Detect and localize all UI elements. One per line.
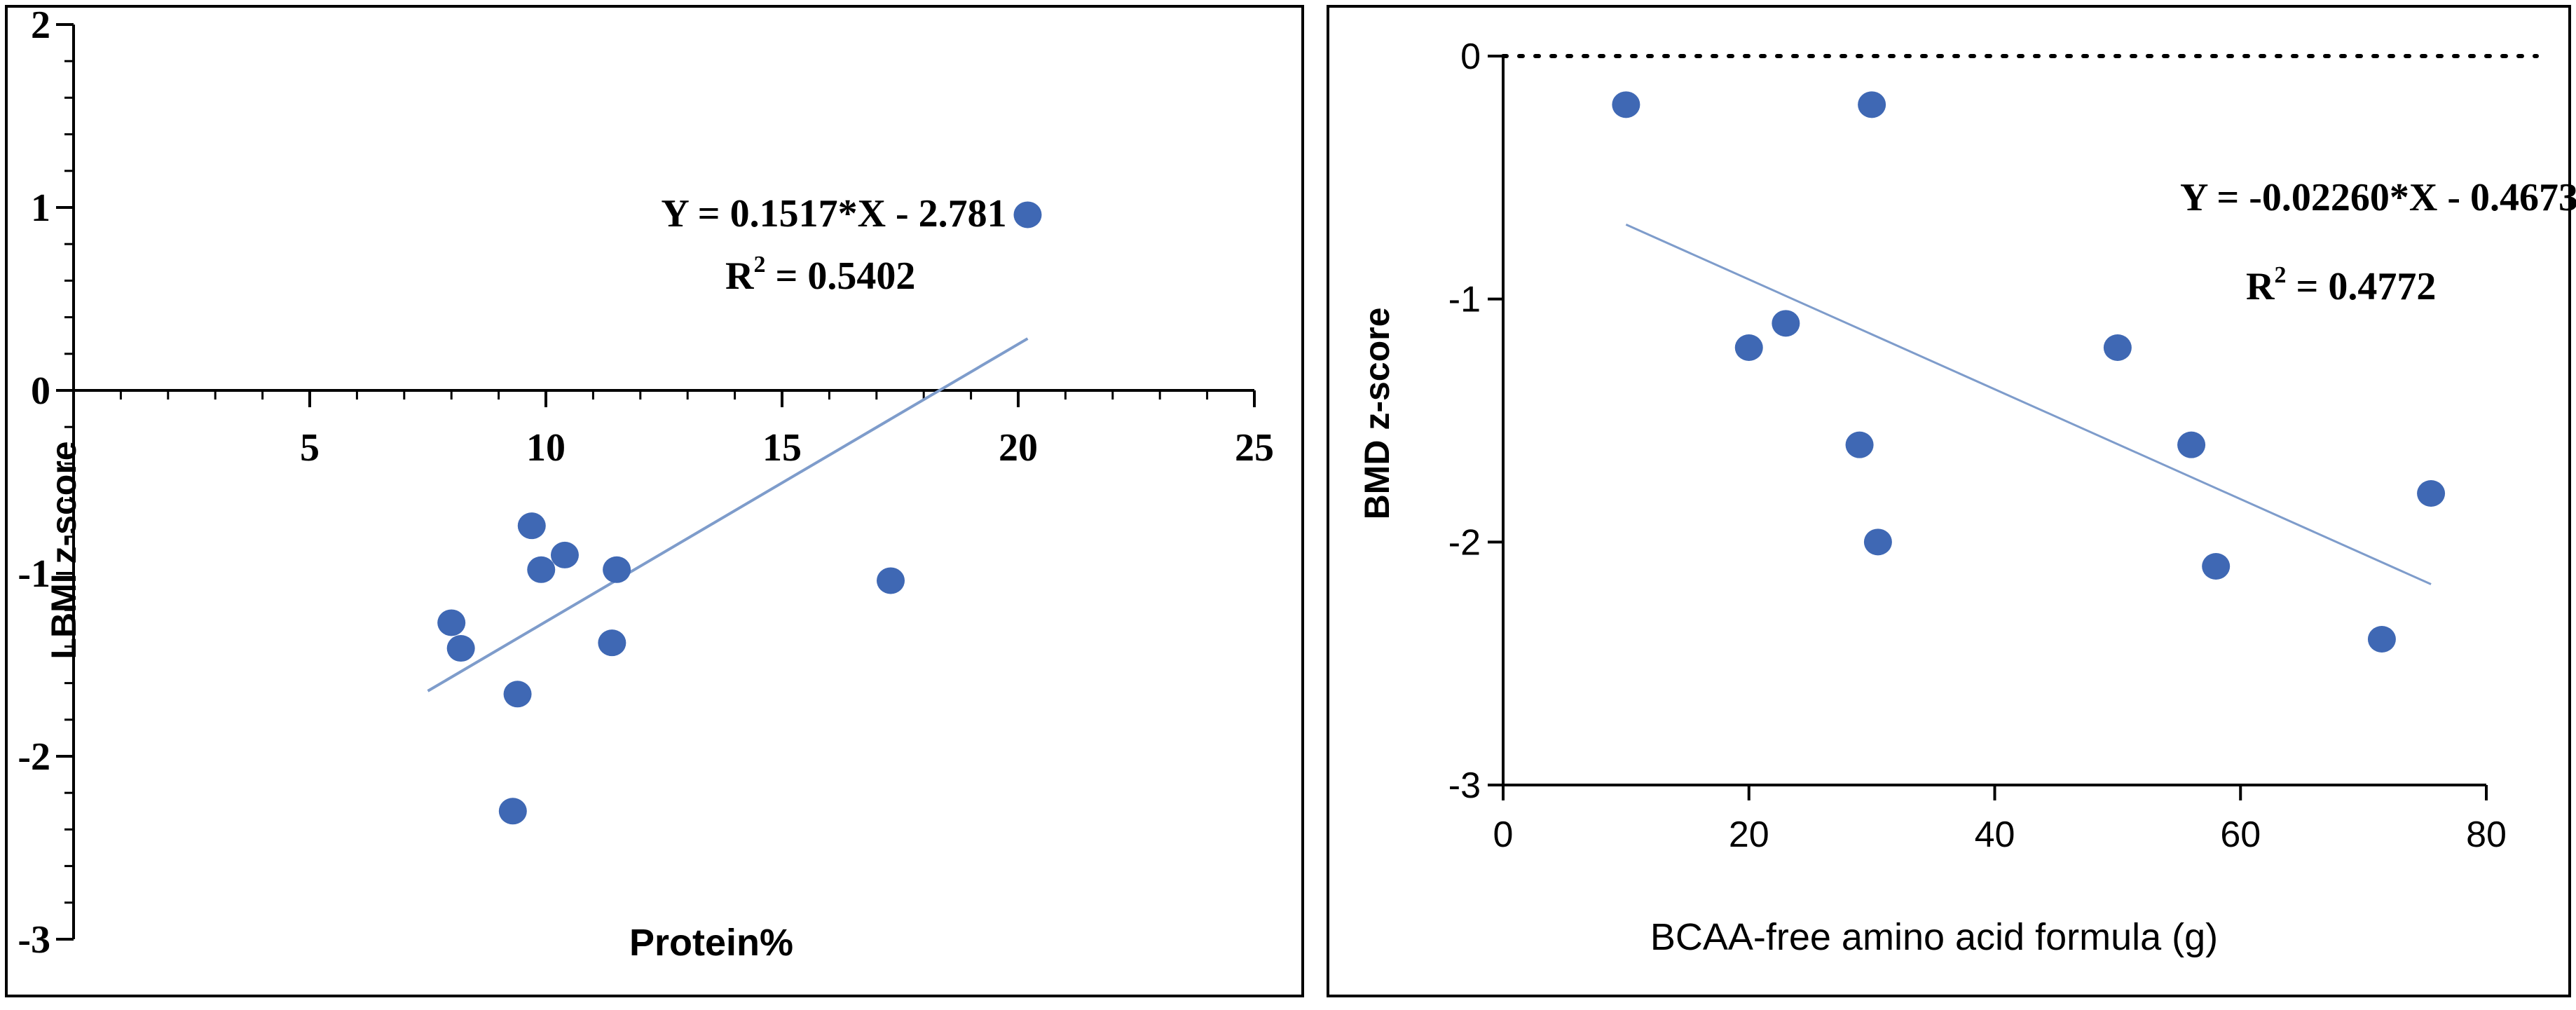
lbmi-data-point (527, 556, 556, 583)
lbmi-data-point (437, 609, 466, 636)
lbmi-r-squared: R2 = 0.5402 (725, 252, 915, 298)
bmd-tick-labels: -3 -2 -1 0 0 20 40 60 80 (1448, 36, 2507, 855)
bmd-data-point (2103, 334, 2132, 361)
bmd-y-tick-label: -2 (1448, 522, 1481, 563)
lbmi-ticks (56, 23, 1256, 941)
lbmi-y-tick-label: 1 (31, 186, 50, 230)
lbmi-data-point (598, 629, 626, 657)
bmd-data-point (2367, 626, 2396, 653)
lbmi-fit-line (427, 337, 1029, 692)
bmd-fit-line-group (1625, 223, 2432, 585)
bmd-chart: -3 -2 -1 0 0 20 40 60 80 BMD z-score BCAA-free a… (1357, 36, 2576, 958)
bmd-y-tick-label: -1 (1448, 280, 1481, 320)
bmd-points (1612, 91, 2446, 653)
lbmi-r-sup: 2 (753, 252, 765, 278)
bmd-equation: Y = -0.02260*X - 0.4673 (2180, 176, 2576, 219)
lbmi-r-label: R (725, 254, 754, 298)
bmd-x-tick-label: 40 (1975, 814, 2015, 855)
bmd-x-tick-label: 60 (2220, 814, 2261, 855)
bmd-data-point (2202, 553, 2231, 580)
bmd-ticks (1488, 55, 2488, 800)
lbmi-x-tick-label: 20 (999, 426, 1038, 470)
lbmi-fit-line-group (427, 337, 1029, 692)
lbmi-data-point (603, 556, 631, 583)
lbmi-y-tick-label: -2 (18, 735, 50, 779)
bmd-data-point (1845, 431, 1874, 458)
lbmi-data-point (446, 635, 475, 662)
bmd-x-tick-label: 20 (1729, 814, 1769, 855)
left-panel-frame (5, 5, 1304, 997)
lbmi-data-point (517, 512, 546, 540)
lbmi-points (437, 201, 1042, 825)
bmd-data-point (2177, 431, 2206, 458)
bmd-data-point (1612, 91, 1640, 118)
bmd-data-point (1734, 334, 1763, 361)
lbmi-data-point (503, 681, 532, 708)
bmd-r-squared: R2 = 0.4772 (2246, 262, 2436, 308)
bmd-y-tick-label: -3 (1448, 765, 1481, 806)
bmd-r-sup: 2 (2274, 262, 2286, 288)
lbmi-data-point (877, 567, 905, 594)
bmd-data-point (1772, 310, 1800, 337)
lbmi-axes (72, 25, 1254, 939)
lbmi-data-point (498, 798, 527, 825)
bmd-y-axis-label: BMD z-score (1357, 308, 1397, 520)
lbmi-x-tick-label: 10 (526, 426, 566, 470)
bmd-x-tick-label: 80 (2466, 814, 2507, 855)
lbmi-data-point (550, 541, 579, 568)
lbmi-r-value: = 0.5402 (765, 254, 915, 298)
lbmi-y-tick-label: 2 (31, 4, 50, 47)
lbmi-y-tick-label: -3 (18, 918, 50, 962)
bmd-axes (1501, 54, 2539, 786)
bmd-data-point (2417, 480, 2446, 507)
lbmi-x-axis-label: Protein% (629, 922, 793, 964)
bmd-r-value: = 0.4772 (2286, 265, 2436, 308)
lbmi-x-tick-label: 15 (762, 426, 802, 470)
bmd-y-tick-label: 0 (1460, 36, 1481, 77)
lbmi-equation: Y = 0.1517*X - 2.781 (661, 192, 1006, 236)
bmd-data-point (1863, 528, 1892, 556)
lbmi-x-tick-label: 5 (300, 426, 320, 470)
right-panel-frame (1327, 5, 2571, 997)
lbmi-y-tick-label: 0 (31, 369, 50, 413)
bmd-r-label: R (2246, 265, 2275, 308)
lbmi-data-point (1013, 201, 1042, 228)
lbmi-x-tick-label: 25 (1235, 426, 1274, 470)
bmd-x-tick-label: 0 (1493, 814, 1514, 855)
lbmi-y-axis-label: LBMI z-score (44, 441, 83, 659)
lbmi-y-tick-label: -1 (18, 552, 50, 596)
bmd-fit-line (1625, 223, 2432, 585)
bmd-data-point (1858, 91, 1886, 118)
bmd-x-axis-label: BCAA-free amino acid formula (g) (1650, 916, 2218, 958)
